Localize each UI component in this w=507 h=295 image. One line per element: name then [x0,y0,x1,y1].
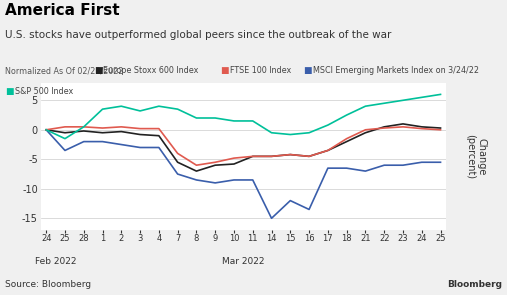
Text: Normalized As Of 02/23/2022: Normalized As Of 02/23/2022 [5,66,124,76]
Text: ■: ■ [221,66,229,76]
Text: ■: ■ [5,87,14,96]
Text: S&P 500 Index: S&P 500 Index [15,87,73,96]
Text: America First: America First [5,3,120,18]
Text: ■: ■ [94,66,102,76]
Y-axis label: Change
(percent): Change (percent) [465,134,487,179]
Text: U.S. stocks have outperformed global peers since the outbreak of the war: U.S. stocks have outperformed global pee… [5,30,391,40]
Text: MSCI Emerging Markets Index on 3/24/22: MSCI Emerging Markets Index on 3/24/22 [313,66,479,76]
Text: Feb 2022: Feb 2022 [35,257,77,266]
Text: Bloomberg: Bloomberg [447,280,502,289]
Text: Europe Stoxx 600 Index: Europe Stoxx 600 Index [103,66,199,76]
Text: Mar 2022: Mar 2022 [222,257,265,266]
Text: ■: ■ [303,66,312,76]
Text: Source: Bloomberg: Source: Bloomberg [5,280,91,289]
Text: FTSE 100 Index: FTSE 100 Index [230,66,292,76]
